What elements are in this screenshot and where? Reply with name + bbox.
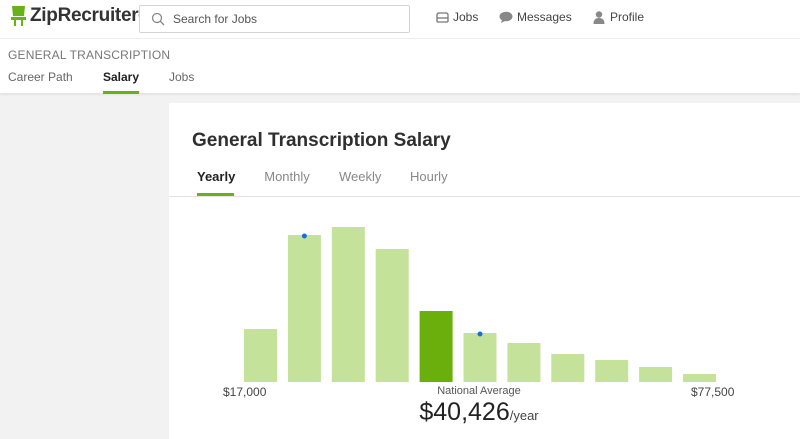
national-average-label: National Average <box>437 385 521 397</box>
tab-yearly[interactable]: Yearly <box>197 169 235 196</box>
histogram-bar[interactable] <box>683 374 716 382</box>
ziprecruiter-logo[interactable]: ZipRecruiter ® <box>9 5 144 27</box>
chat-bubble-icon <box>499 10 513 24</box>
tab-monthly[interactable]: Monthly <box>264 169 310 184</box>
histogram-bar[interactable] <box>331 227 365 382</box>
nav-messages-label: Messages <box>517 10 572 24</box>
salary-distribution-chart <box>244 227 716 382</box>
breadcrumb: GENERAL TRANSCRIPTION <box>8 48 171 62</box>
top-navigation-bar: ZipRecruiter ® Jobs Messages <box>0 0 800 38</box>
tab-jobs[interactable]: Jobs <box>169 70 195 84</box>
salary-card: General Transcription Salary Yearly Mont… <box>169 103 800 439</box>
histogram-bar[interactable] <box>551 354 585 382</box>
briefcase-icon <box>435 10 449 24</box>
bar-marker-dot <box>301 233 307 239</box>
histogram-bar[interactable] <box>507 343 541 382</box>
search-input[interactable] <box>173 12 393 26</box>
min-salary-label: $17,000 <box>223 385 267 399</box>
histogram-bar[interactable] <box>463 333 497 382</box>
job-search-box <box>139 5 410 33</box>
tab-salary[interactable]: Salary <box>103 70 140 94</box>
career-subheader: GENERAL TRANSCRIPTION Career Path Salary… <box>0 38 800 94</box>
average-salary-unit: /year <box>509 408 539 423</box>
tab-weekly[interactable]: Weekly <box>339 169 382 184</box>
nav-profile-label: Profile <box>610 10 645 24</box>
histogram-bar[interactable] <box>287 235 321 382</box>
national-average-value: $40,426/year <box>369 398 589 427</box>
nav-jobs-label: Jobs <box>453 10 479 24</box>
search-icon[interactable] <box>145 6 171 32</box>
card-title: General Transcription Salary <box>192 130 451 151</box>
histogram-bar[interactable] <box>244 329 277 382</box>
tab-hourly[interactable]: Hourly <box>410 169 448 184</box>
histogram-bar-national-average[interactable] <box>419 311 453 382</box>
nav-messages[interactable]: Messages <box>499 10 572 24</box>
bar-marker-dot <box>477 331 483 337</box>
person-icon <box>592 10 606 24</box>
max-salary-label: $77,500 <box>691 385 735 399</box>
tabs-divider <box>169 196 800 197</box>
nav-profile[interactable]: Profile <box>592 10 644 24</box>
nav-jobs[interactable]: Jobs <box>435 10 478 24</box>
histogram-bar[interactable] <box>375 249 409 382</box>
histogram-bar[interactable] <box>639 367 673 382</box>
tab-career-path[interactable]: Career Path <box>8 70 73 84</box>
histogram-bar[interactable] <box>595 360 629 382</box>
average-salary-amount: $40,426 <box>419 398 510 426</box>
chair-logo-icon <box>9 5 28 27</box>
brand-name: ZipRecruiter <box>30 5 139 26</box>
